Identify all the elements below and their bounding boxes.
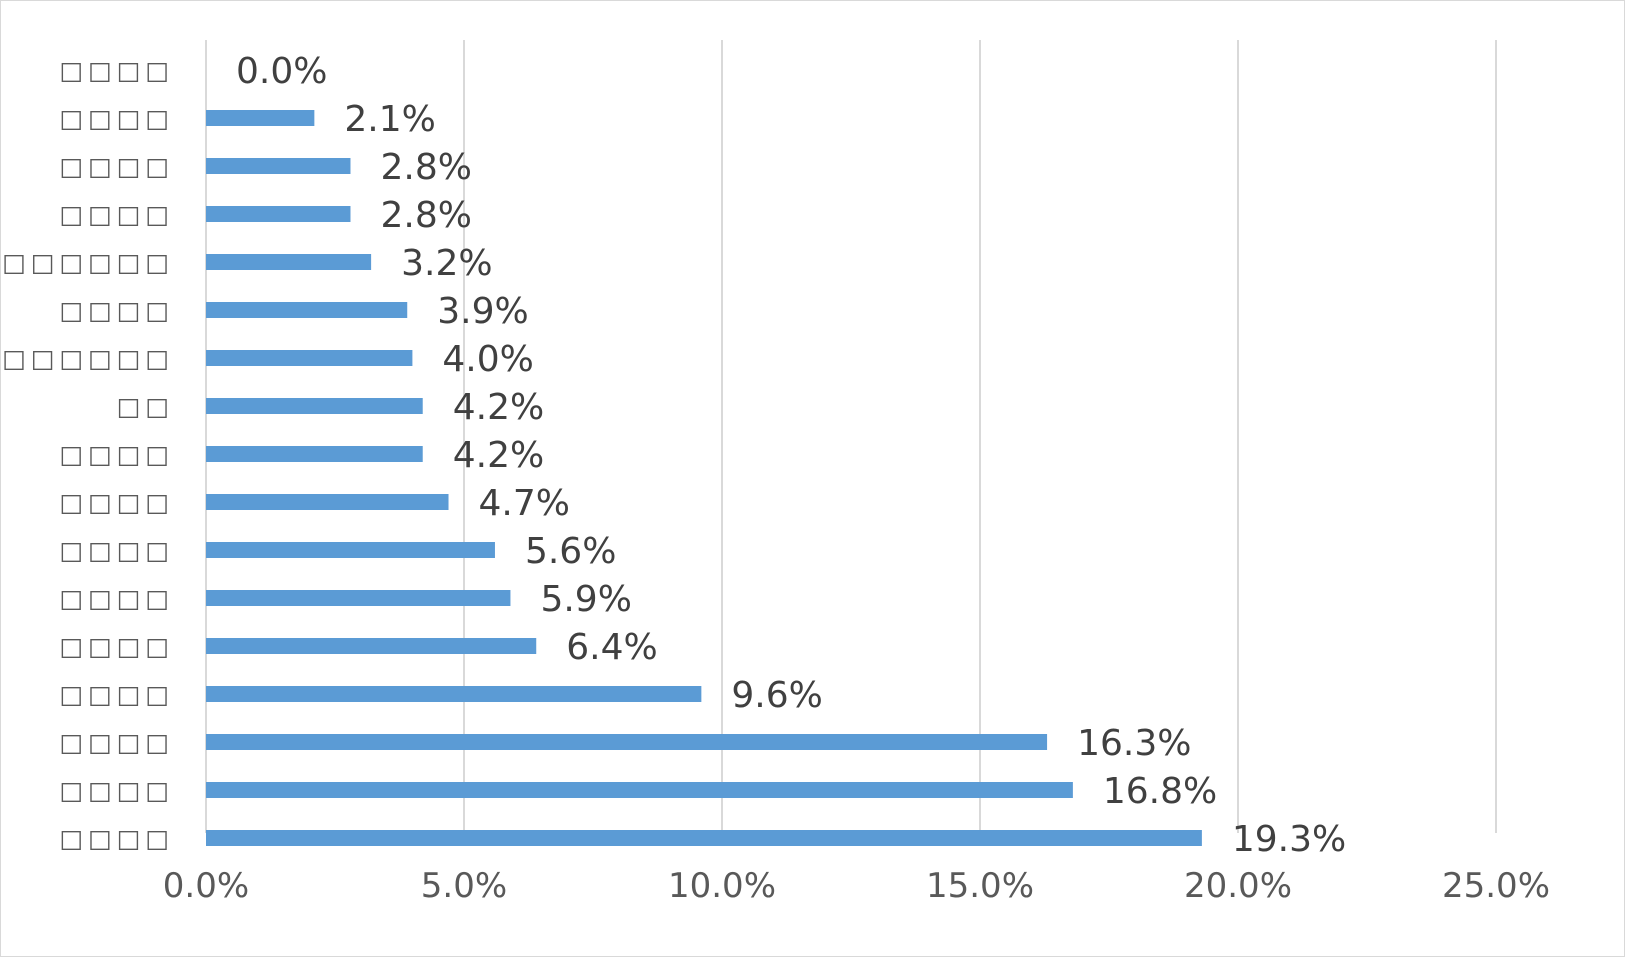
category-label-10: □□□□ [60,536,174,565]
bar-13 [206,686,702,702]
category-label-13: □□□□ [60,680,174,709]
category-label-6: □□□□□□ [2,344,174,373]
data-label-5: 3.9% [437,291,528,332]
data-label-7: 4.2% [453,387,544,428]
data-label-12: 6.4% [566,627,657,668]
bar-12 [206,638,537,654]
bar-4 [206,254,372,270]
category-label-14: □□□□ [60,728,174,757]
bar-14 [206,734,1048,750]
category-label-12: □□□□ [60,632,174,661]
bar-6 [206,350,413,366]
bar-15 [206,782,1073,798]
data-label-13: 9.6% [731,675,822,716]
data-label-4: 3.2% [401,243,492,284]
data-label-15: 16.8% [1103,771,1217,812]
data-label-14: 16.3% [1077,723,1191,764]
x-tick-label-1: 5.0% [421,866,507,906]
category-label-2: □□□□ [60,152,174,181]
category-label-16: □□□□ [60,824,174,853]
bars [206,110,1202,846]
bar-11 [206,590,511,606]
bar-1 [206,110,315,126]
x-tick-label-5: 25.0% [1442,866,1550,906]
data-label-11: 5.9% [540,579,631,620]
data-label-0: 0.0% [236,51,327,92]
bar-2 [206,158,351,174]
x-axis-tick-labels: 0.0% 5.0% 10.0% 15.0% 20.0% 25.0% [163,866,1550,906]
category-label-11: □□□□ [60,584,174,613]
data-label-1: 2.1% [344,99,435,140]
bar-9 [206,494,449,510]
data-label-16: 19.3% [1232,819,1346,860]
data-label-10: 5.6% [525,531,616,572]
category-label-3: □□□□ [60,200,174,229]
x-tick-label-0: 0.0% [163,866,249,906]
category-label-9: □□□□ [60,488,174,517]
data-label-8: 4.2% [453,435,544,476]
data-labels: 0.0% 2.1% 2.8% 2.8% 3.2% 3.9% 4.0% 4.2% 4.2% 4.7%… [236,51,1346,860]
data-label-3: 2.8% [380,195,471,236]
data-label-9: 4.7% [479,483,570,524]
bar-10 [206,542,495,558]
x-tick-label-3: 15.0% [926,866,1034,906]
data-label-6: 4.0% [442,339,533,380]
data-label-2: 2.8% [380,147,471,188]
category-label-5: □□□□ [60,296,174,325]
category-label-7: □□ [117,392,174,421]
x-tick-label-4: 20.0% [1184,866,1292,906]
category-label-15: □□□□ [60,776,174,805]
category-label-0: □□□□ [60,56,174,85]
category-label-8: □□□□ [60,440,174,469]
bar-16 [206,830,1202,846]
category-label-1: □□□□ [60,104,174,133]
category-labels: □□□□□□□□□□□□□□□□ □□□□□□□□□□□□□□□□□□□□□□□□… [0,56,174,853]
category-label-4: □□□□□□□ [0,248,174,277]
x-tick-label-2: 10.0% [668,866,776,906]
bar-7 [206,398,423,414]
bar-5 [206,302,408,318]
bar-8 [206,446,423,462]
bar-3 [206,206,351,222]
